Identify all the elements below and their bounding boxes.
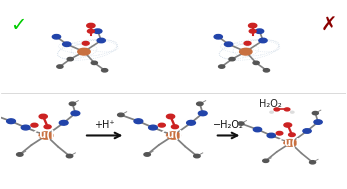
Circle shape <box>94 29 102 33</box>
Circle shape <box>219 65 225 68</box>
Circle shape <box>7 119 15 124</box>
Text: H₂O₂: H₂O₂ <box>259 99 281 109</box>
Circle shape <box>284 108 290 111</box>
Circle shape <box>255 29 264 33</box>
Circle shape <box>284 123 291 127</box>
Circle shape <box>187 120 195 125</box>
Circle shape <box>57 65 63 68</box>
Circle shape <box>283 139 297 147</box>
Circle shape <box>214 35 222 39</box>
Circle shape <box>310 161 315 164</box>
Text: −H₂O₂: −H₂O₂ <box>213 120 244 130</box>
Circle shape <box>171 125 178 129</box>
Circle shape <box>194 154 200 158</box>
Circle shape <box>82 41 89 45</box>
Circle shape <box>225 42 233 46</box>
Circle shape <box>290 111 294 113</box>
Circle shape <box>149 125 158 130</box>
Circle shape <box>78 48 90 55</box>
Circle shape <box>253 61 259 64</box>
Circle shape <box>87 23 95 28</box>
Text: Cu(I): Cu(I) <box>33 130 60 140</box>
Circle shape <box>67 57 73 61</box>
Circle shape <box>276 131 283 135</box>
Text: ✗: ✗ <box>321 16 337 35</box>
Circle shape <box>270 111 273 113</box>
Circle shape <box>267 133 276 138</box>
Circle shape <box>17 153 23 156</box>
Circle shape <box>134 119 143 124</box>
Circle shape <box>66 154 73 158</box>
Circle shape <box>59 120 68 125</box>
Circle shape <box>102 69 108 72</box>
Circle shape <box>91 61 98 64</box>
Text: Cu(I): Cu(I) <box>277 138 304 148</box>
Circle shape <box>144 153 150 156</box>
Circle shape <box>238 122 244 125</box>
Circle shape <box>39 114 47 119</box>
Circle shape <box>248 23 257 28</box>
Circle shape <box>63 42 71 46</box>
Circle shape <box>31 123 38 127</box>
Circle shape <box>253 127 262 132</box>
Text: Cu(I): Cu(I) <box>160 130 187 140</box>
Circle shape <box>39 132 53 139</box>
Circle shape <box>44 125 51 129</box>
Circle shape <box>312 112 318 115</box>
Circle shape <box>274 108 280 111</box>
Circle shape <box>289 133 295 136</box>
Circle shape <box>167 114 175 119</box>
Circle shape <box>314 120 322 124</box>
Circle shape <box>87 29 94 33</box>
Circle shape <box>239 48 252 55</box>
Circle shape <box>244 41 251 45</box>
Circle shape <box>52 35 61 39</box>
Circle shape <box>166 132 181 139</box>
Circle shape <box>259 38 267 43</box>
Circle shape <box>263 159 269 162</box>
Circle shape <box>249 29 256 33</box>
Circle shape <box>71 111 80 116</box>
Circle shape <box>303 129 311 133</box>
Circle shape <box>158 123 165 127</box>
Circle shape <box>197 102 203 105</box>
Text: ✓: ✓ <box>10 16 26 35</box>
Circle shape <box>229 57 235 61</box>
Circle shape <box>21 125 30 130</box>
Circle shape <box>69 102 76 105</box>
Circle shape <box>97 38 105 43</box>
Circle shape <box>263 69 270 72</box>
Circle shape <box>198 111 207 116</box>
Circle shape <box>118 113 124 117</box>
Text: +H⁺: +H⁺ <box>94 120 115 130</box>
